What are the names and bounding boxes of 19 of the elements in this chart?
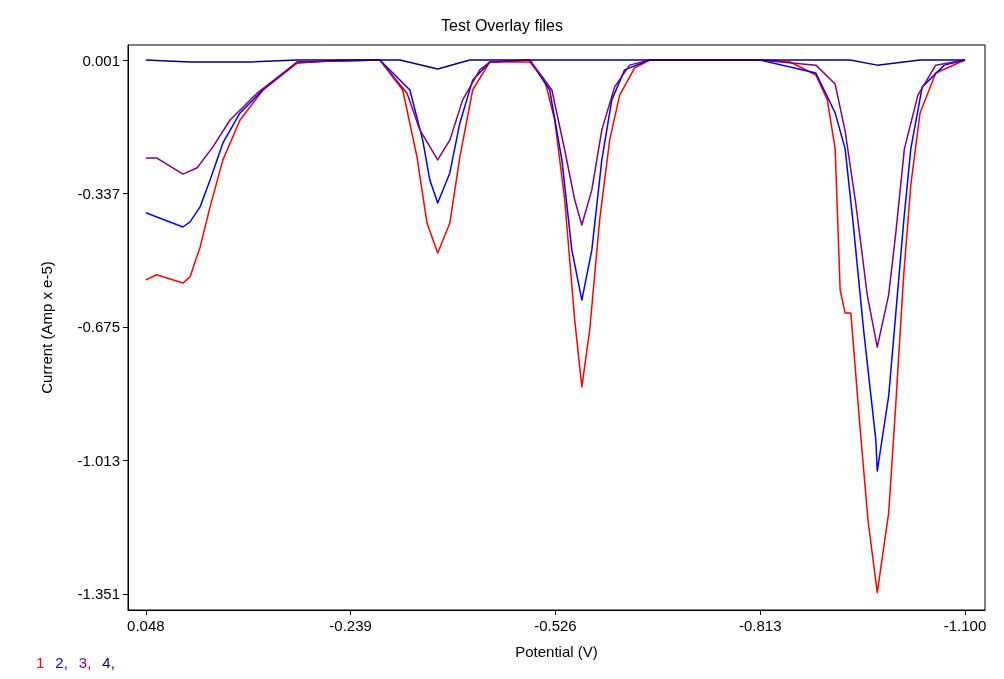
x-tick-label: 0.048: [127, 617, 165, 634]
line-series: [145, 59, 966, 70]
text: 2,: [55, 654, 68, 671]
text: 1: [36, 654, 45, 671]
line-series: [145, 59, 966, 594]
x-tick-label: -0.813: [738, 617, 782, 634]
y-tick-label: -1.351: [77, 585, 120, 603]
y-tick-label: -1.013: [77, 451, 120, 469]
y-tick-label: 0.001: [82, 51, 120, 69]
y-axis-title: Current (Amp x e-5): [38, 261, 55, 394]
text: 4,: [102, 654, 115, 671]
text: 3,: [78, 654, 92, 671]
x-axis-title: Potential (V): [515, 643, 598, 660]
x-tick-label: -1.100: [943, 617, 987, 634]
y-tick-label: -0.337: [77, 184, 120, 202]
y-tick-label: -0.675: [77, 318, 120, 336]
x-tick-label: -0.239: [329, 617, 372, 634]
x-tick-label: -0.526: [534, 617, 577, 634]
chart-title: Test Overlay files: [441, 16, 563, 34]
